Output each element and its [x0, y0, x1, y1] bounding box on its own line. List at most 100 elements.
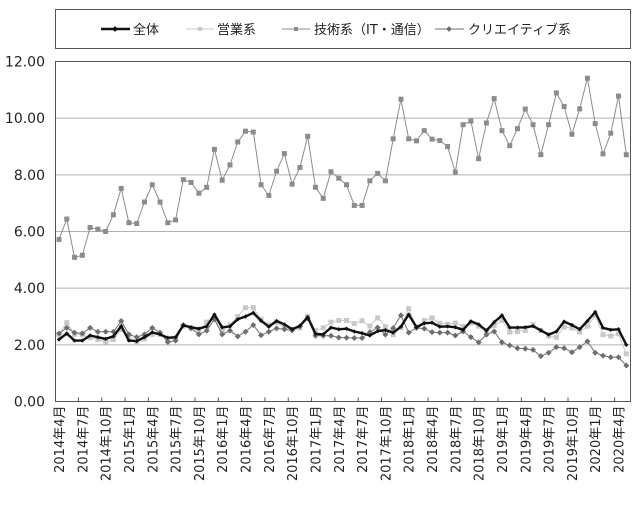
- x-tick-label: 2015年4月: [146, 406, 161, 473]
- y-tick-label: 4.00: [14, 281, 45, 297]
- diamond-marker-icon: [258, 332, 265, 339]
- x-tick-label: 2019年7月: [543, 406, 558, 473]
- square-marker-icon: [305, 133, 311, 139]
- square-marker-icon: [344, 182, 350, 188]
- x-tick-label: 2014年7月: [76, 406, 91, 473]
- square-marker-icon: [499, 128, 505, 134]
- diamond-marker-icon: [444, 329, 451, 336]
- diamond-marker-icon: [561, 319, 567, 324]
- diamond-marker-icon: [498, 339, 505, 346]
- square-marker-icon: [468, 118, 474, 124]
- square-marker-icon: [569, 325, 575, 331]
- square-marker-icon: [72, 254, 78, 260]
- square-marker-icon: [429, 136, 435, 142]
- square-marker-icon: [351, 321, 357, 327]
- square-marker-icon: [382, 324, 388, 330]
- square-marker-icon: [312, 328, 318, 334]
- square-marker-icon: [110, 212, 116, 218]
- diamond-marker-icon: [382, 331, 389, 338]
- diamond-marker-icon: [79, 330, 86, 337]
- diamond-marker-icon: [282, 322, 287, 327]
- square-marker-icon: [577, 106, 583, 112]
- x-tick-label: 2014年10月: [100, 406, 115, 482]
- x-tick-label: 2018年7月: [449, 406, 464, 473]
- diamond-marker-icon: [522, 345, 529, 352]
- x-tick-label: 2017年7月: [356, 406, 371, 473]
- diamond-marker-icon: [219, 325, 225, 330]
- x-tick-label: 2019年4月: [519, 406, 534, 473]
- square-marker-icon: [367, 178, 373, 184]
- square-marker-icon: [336, 317, 342, 323]
- x-tick-label: 2016年10月: [286, 406, 301, 482]
- diamond-marker-icon: [281, 326, 288, 333]
- diamond-marker-icon: [165, 335, 170, 340]
- square-marker-icon: [328, 319, 334, 325]
- legend-label: 技術系（IT・通信）: [314, 23, 430, 38]
- square-marker-icon: [483, 120, 489, 126]
- diamond-marker-icon: [149, 324, 156, 331]
- square-marker-icon: [460, 122, 466, 128]
- diamond-marker-icon: [266, 324, 272, 329]
- series-2: [56, 75, 629, 260]
- square-marker-icon: [126, 220, 132, 226]
- legend-label: 全体: [133, 22, 159, 38]
- diamond-marker-icon: [94, 328, 101, 335]
- x-tick-label: 2020年1月: [589, 406, 604, 473]
- x-tick-label: 2018年4月: [426, 406, 441, 473]
- square-marker-icon: [421, 128, 427, 134]
- square-marker-icon: [616, 331, 622, 337]
- x-tick-label: 2020年4月: [613, 406, 628, 473]
- diamond-marker-icon: [476, 322, 481, 327]
- square-marker-icon: [134, 221, 140, 227]
- diamond-marker-icon: [553, 344, 560, 351]
- diamond-marker-icon: [467, 334, 474, 341]
- square-marker-icon: [421, 317, 427, 323]
- gridlines: [55, 117, 631, 346]
- square-marker-icon: [79, 252, 85, 258]
- square-marker-icon: [445, 144, 451, 149]
- square-marker-icon: [204, 319, 210, 325]
- square-marker-icon: [623, 351, 629, 357]
- square-marker-icon: [196, 190, 202, 196]
- square-marker-icon: [592, 312, 598, 318]
- diamond-marker-icon: [568, 349, 575, 356]
- diamond-marker-icon: [436, 329, 443, 336]
- square-marker-icon: [600, 151, 606, 157]
- diamond-marker-icon: [383, 327, 388, 333]
- square-marker-icon: [103, 339, 109, 345]
- square-marker-icon: [110, 336, 116, 342]
- y-tick-label: 10.00: [5, 111, 45, 127]
- square-marker-icon: [87, 225, 93, 231]
- diamond-marker-icon: [327, 332, 334, 339]
- square-marker-icon: [87, 335, 93, 341]
- diamond-marker-icon: [112, 26, 118, 32]
- diamond-marker-icon: [499, 313, 505, 318]
- square-marker-icon: [211, 146, 217, 152]
- diamond-marker-icon: [623, 362, 630, 369]
- diamond-marker-icon: [118, 323, 124, 329]
- diamond-marker-icon: [63, 324, 70, 331]
- diamond-marker-icon: [289, 327, 295, 332]
- y-tick-label: 12.00: [5, 55, 45, 71]
- diamond-marker-icon: [584, 338, 591, 345]
- diamond-marker-icon: [545, 349, 552, 356]
- diamond-marker-icon: [507, 325, 512, 330]
- diamond-marker-icon: [390, 325, 397, 332]
- diamond-marker-icon: [608, 327, 613, 333]
- square-marker-icon: [437, 138, 443, 144]
- diamond-marker-icon: [336, 327, 341, 332]
- diamond-marker-icon: [172, 337, 179, 344]
- square-marker-icon: [515, 126, 521, 132]
- diamond-marker-icon: [483, 331, 490, 338]
- square-marker-icon: [445, 321, 451, 327]
- legend-item-creative: クリエイティブ系: [435, 22, 571, 38]
- diamond-marker-icon: [157, 332, 163, 337]
- square-marker-icon: [312, 184, 318, 190]
- diamond-marker-icon: [546, 332, 551, 337]
- diamond-marker-icon: [133, 334, 140, 341]
- square-marker-icon: [336, 175, 342, 181]
- diamond-marker-icon: [367, 333, 373, 338]
- square-marker-icon: [274, 168, 280, 174]
- square-marker-icon: [522, 327, 528, 333]
